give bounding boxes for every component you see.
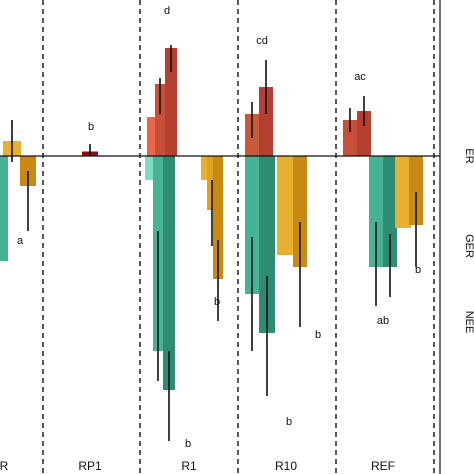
bar-r1-7	[201, 156, 209, 180]
category-label-r10: R10	[275, 459, 297, 473]
category-label-rp1: RP1	[78, 459, 102, 473]
bar-r-3	[0, 156, 8, 261]
bar-ref-2	[357, 111, 371, 156]
bar-r1-6	[163, 156, 175, 390]
letter-rp1-2: b	[88, 121, 94, 133]
letter-r1-3: d	[164, 5, 170, 17]
bar-r1-2	[155, 84, 165, 156]
right-label-er: ER	[463, 148, 474, 163]
category-label-ref: REF	[371, 459, 395, 473]
bar-ref-5	[395, 156, 411, 228]
bar-ref-1	[343, 120, 357, 156]
bar-ref-6	[409, 156, 423, 225]
right-labels: ER GER NEE	[463, 148, 474, 333]
letter-ref-11: b	[415, 264, 421, 276]
bar-r1-9	[213, 156, 223, 279]
category-dividers	[42, 0, 435, 474]
letter-r1-5: b	[185, 438, 191, 450]
bar-r1-3	[165, 48, 177, 156]
letter-r-1: a	[17, 235, 24, 247]
right-label-ger: GER	[463, 234, 474, 258]
category-label-r1: R1	[181, 459, 197, 473]
category-label-r: R	[0, 459, 9, 473]
letter-r10-6: cd	[256, 35, 268, 47]
bar-r10-2	[259, 87, 273, 156]
bar-r10-6	[293, 156, 307, 267]
bar-ref-4	[383, 156, 397, 267]
bar-r1-1	[147, 117, 155, 156]
bar-r10-4	[259, 156, 275, 333]
bar-r10-5	[277, 156, 293, 255]
bar-r10-3	[245, 156, 259, 294]
right-label-nee: NEE	[463, 311, 474, 334]
letter-r10-7: b	[315, 329, 321, 341]
bar-ref-3	[369, 156, 383, 267]
letter-r10-8: b	[286, 416, 292, 428]
letter-r1-4: b	[214, 296, 220, 308]
bar-r1-4	[145, 156, 153, 180]
letter-ref-10: ab	[377, 315, 389, 327]
category-labels: R RP1 R1 R10 REF	[0, 459, 395, 473]
error-bars-group	[11, 45, 417, 441]
letter-ref-9: ac	[354, 71, 366, 83]
